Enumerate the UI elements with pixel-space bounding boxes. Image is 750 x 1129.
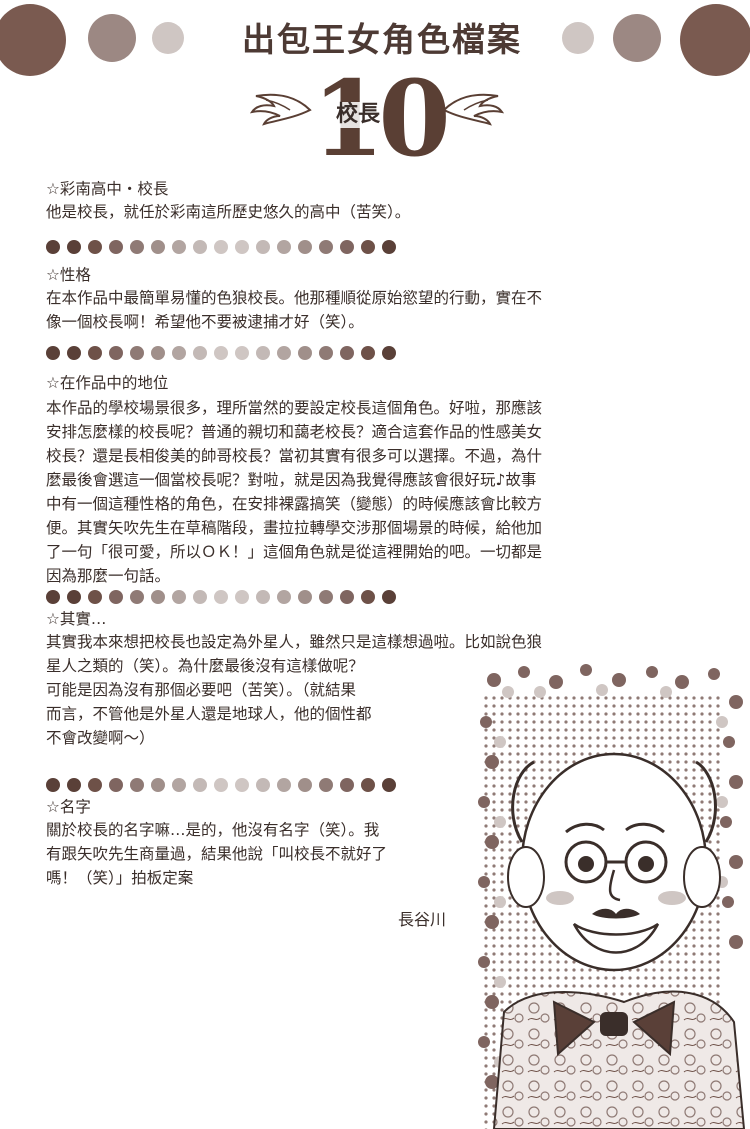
header-circle-right-mid xyxy=(613,14,661,62)
section-body-position: 本作品的學校場景很多，理所當然的要設定校長這個角色。好啦，那應該 安排怎麼樣的校… xyxy=(46,399,543,585)
section-body-name: 關於校長的名字嘛…是的，他沒有名字（笑）。我 有跟矢吹先生商量過，結果他說「叫校… xyxy=(46,821,388,887)
section-body-school: 他是校長，就任於彩南這所歷史悠久的高中（苦笑）。 xyxy=(46,203,411,221)
header-circle-left-mid xyxy=(88,14,136,62)
section-heading-name: ☆名字 xyxy=(46,798,91,816)
character-role: 校長 xyxy=(334,102,383,128)
section-heading-position: ☆在作品中的地位 xyxy=(46,374,169,392)
right-wing-icon xyxy=(442,93,504,126)
section-heading-truth: ☆其實… xyxy=(46,610,107,628)
page-title: 出包王女角色檔案 xyxy=(242,20,522,59)
section-heading-personality: ☆性格 xyxy=(46,266,91,284)
section-heading-school: ☆彩南高中・校長 xyxy=(46,180,169,198)
header-circle-left-large xyxy=(0,4,66,76)
section-body-truth: 其實我本來想把校長也設定為外星人，雖然只是這樣想過啦。比如說色狼 星人之類的（笑… xyxy=(46,633,543,747)
header-circle-right-large xyxy=(680,4,750,76)
principal-illustration xyxy=(478,664,746,1129)
character-number-badge: 10 校長 xyxy=(250,64,504,180)
left-wing-icon xyxy=(250,93,312,126)
author-signature: 長谷川 xyxy=(398,910,447,929)
section-body-personality: 在本作品中最簡單易懂的色狼校長。他那種順從原始慾望的行動，實在不 像一個校長啊！… xyxy=(46,289,543,331)
header-circle-right-small xyxy=(562,22,594,54)
header-circle-left-small xyxy=(152,22,184,54)
